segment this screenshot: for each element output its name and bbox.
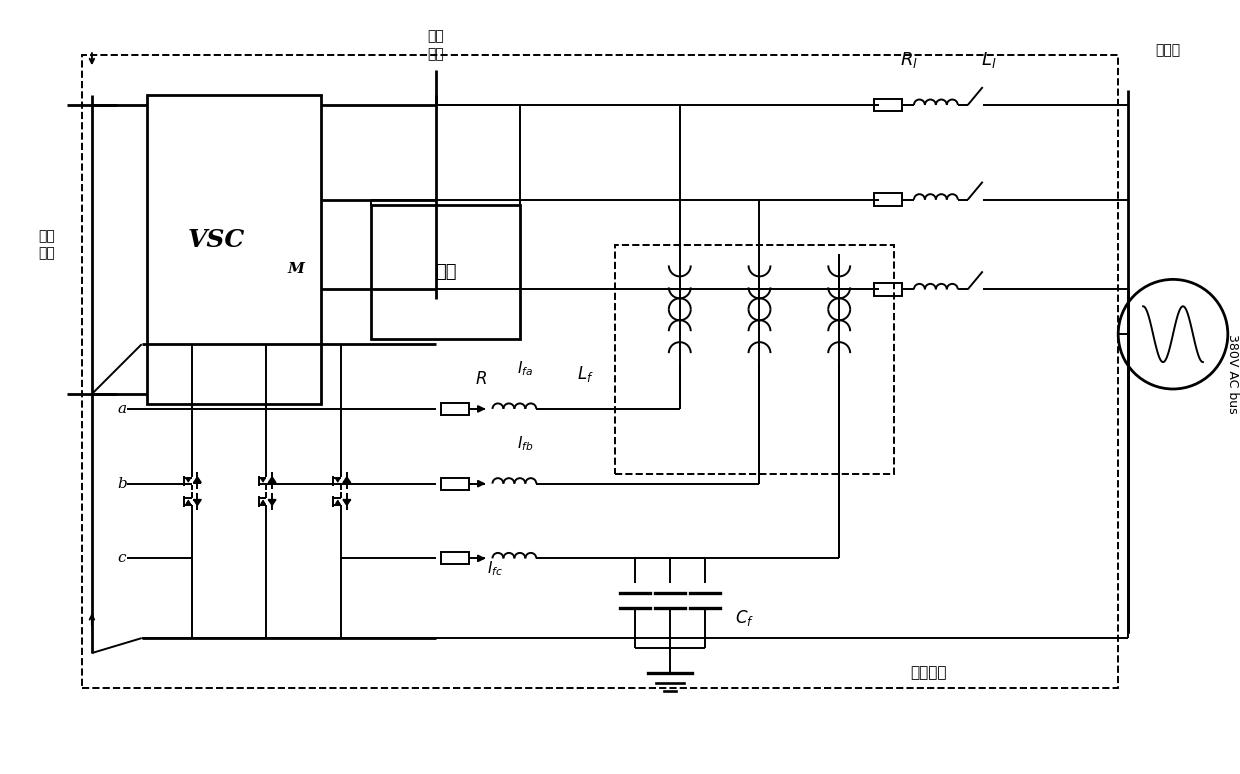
Text: VSC: VSC [187,228,246,252]
Polygon shape [343,477,351,483]
Text: $I_{fb}$: $I_{fb}$ [517,434,533,453]
Polygon shape [193,477,201,483]
Text: 交流
母线: 交流 母线 [428,29,444,61]
Text: 配电网: 配电网 [1156,43,1180,57]
Text: 380V AC bus: 380V AC bus [1226,334,1239,414]
Text: $L_f$: $L_f$ [577,364,594,384]
Bar [82,55,1118,688]
Text: $C_f$: $C_f$ [735,608,754,628]
Polygon shape [268,499,277,505]
Text: M: M [288,262,305,276]
Bar [615,245,894,474]
Polygon shape [268,477,277,483]
Text: $I_{fc}$: $I_{fc}$ [487,559,503,577]
Bar [874,194,901,206]
Text: 负载: 负载 [435,263,456,281]
Bar [146,95,321,404]
Bar [371,204,521,339]
Text: a: a [118,402,126,416]
Bar [440,553,469,564]
Text: c: c [118,551,126,565]
Text: b: b [117,477,126,491]
Text: $L_l$: $L_l$ [981,50,997,70]
Bar [874,283,901,296]
Bar [440,403,469,415]
Bar [440,478,469,490]
Polygon shape [193,499,201,505]
Bar [874,98,901,111]
Polygon shape [343,499,351,505]
Text: $I_{fa}$: $I_{fa}$ [517,360,533,378]
Text: $R_l$: $R_l$ [900,50,918,70]
Text: $R$: $R$ [475,371,486,388]
Text: 电路环节: 电路环节 [910,666,947,680]
Text: 直流
母线: 直流 母线 [38,229,56,260]
